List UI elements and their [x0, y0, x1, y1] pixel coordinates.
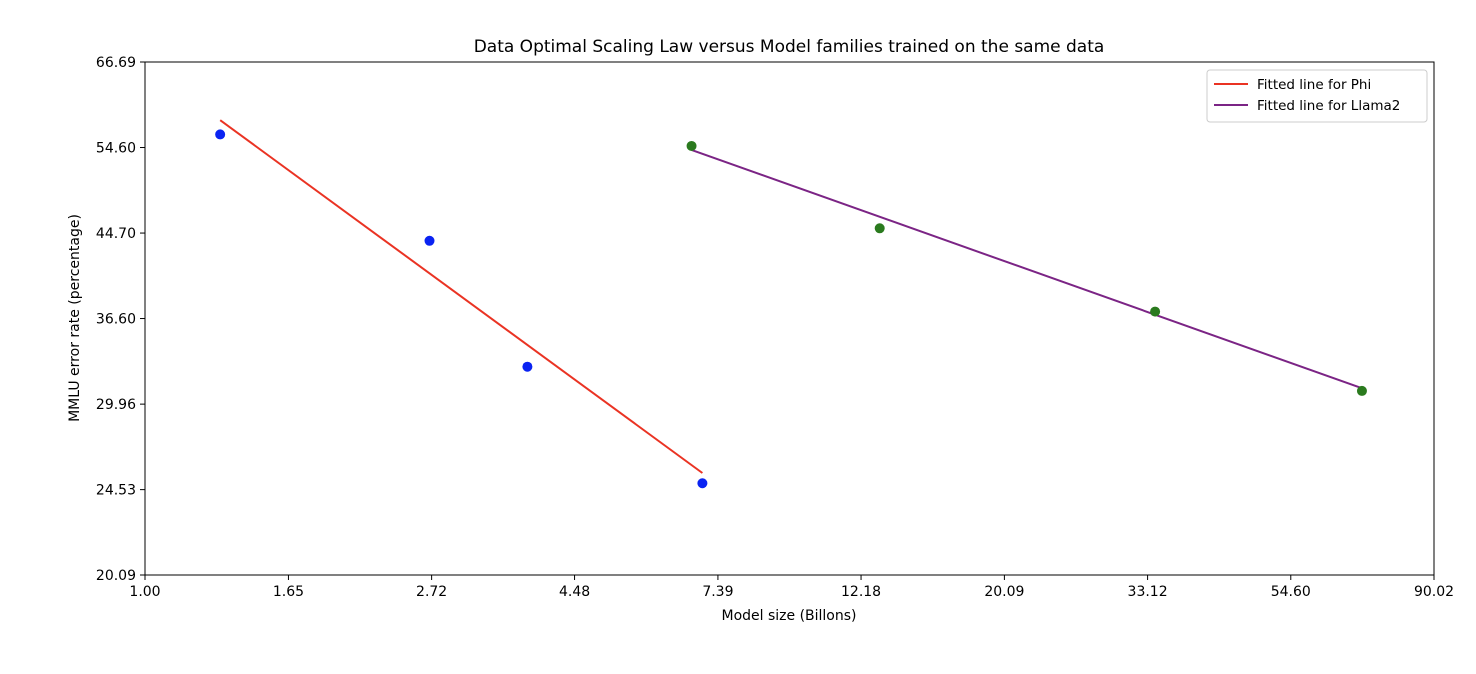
data-point: [686, 140, 697, 151]
y-tick-label: 54.60: [96, 141, 136, 157]
x-tick-label: 1.65: [273, 584, 304, 600]
y-tick-label: 29.96: [96, 397, 136, 413]
y-tick-label: 44.70: [96, 226, 136, 242]
data-point: [1356, 385, 1367, 396]
x-tick-label: 33.12: [1128, 584, 1168, 600]
y-tick-label: 20.09: [96, 568, 136, 584]
fitted-line-2: [219, 119, 703, 474]
data-point: [1150, 306, 1161, 317]
legend: Fitted line for Phi Fitted line for Llama…: [1206, 69, 1428, 123]
legend-label: Fitted line for Llama2: [1257, 98, 1400, 114]
x-tick-label: 20.09: [984, 584, 1024, 600]
plot-marks: [215, 119, 1367, 489]
x-tick-label: 7.39: [702, 584, 733, 600]
legend-box: [1206, 69, 1428, 123]
data-point: [697, 478, 708, 489]
data-point: [424, 235, 435, 246]
x-axis-title: Model size (Billons): [721, 608, 856, 624]
fitted-line-3: [691, 148, 1363, 390]
y-tick-label: 36.60: [96, 312, 136, 328]
y-axis: 20.09 24.53 29.96 36.60 44.70 54.60 66.69: [96, 55, 145, 584]
x-tick-label: 1.00: [129, 584, 160, 600]
x-tick-label: 2.72: [416, 584, 447, 600]
x-axis: 1.00 1.65 2.72 4.48 7.39 12.18 20.09 33.12 54.60…: [129, 575, 1454, 600]
y-tick-label: 66.69: [96, 55, 136, 71]
data-point: [215, 129, 226, 140]
y-tick-label: 24.53: [96, 483, 136, 499]
legend-label: Fitted line for Phi: [1257, 77, 1371, 93]
x-tick-label: 12.18: [841, 584, 881, 600]
x-tick-label: 54.60: [1271, 584, 1311, 600]
data-point: [874, 223, 885, 234]
x-tick-label: 4.48: [559, 584, 590, 600]
chart-title: Data Optimal Scaling Law versus Model fa…: [474, 37, 1105, 57]
x-tick-label: 90.02: [1414, 584, 1454, 600]
data-point: [522, 361, 533, 372]
y-axis-title: MMLU error rate (percentage): [67, 214, 83, 422]
